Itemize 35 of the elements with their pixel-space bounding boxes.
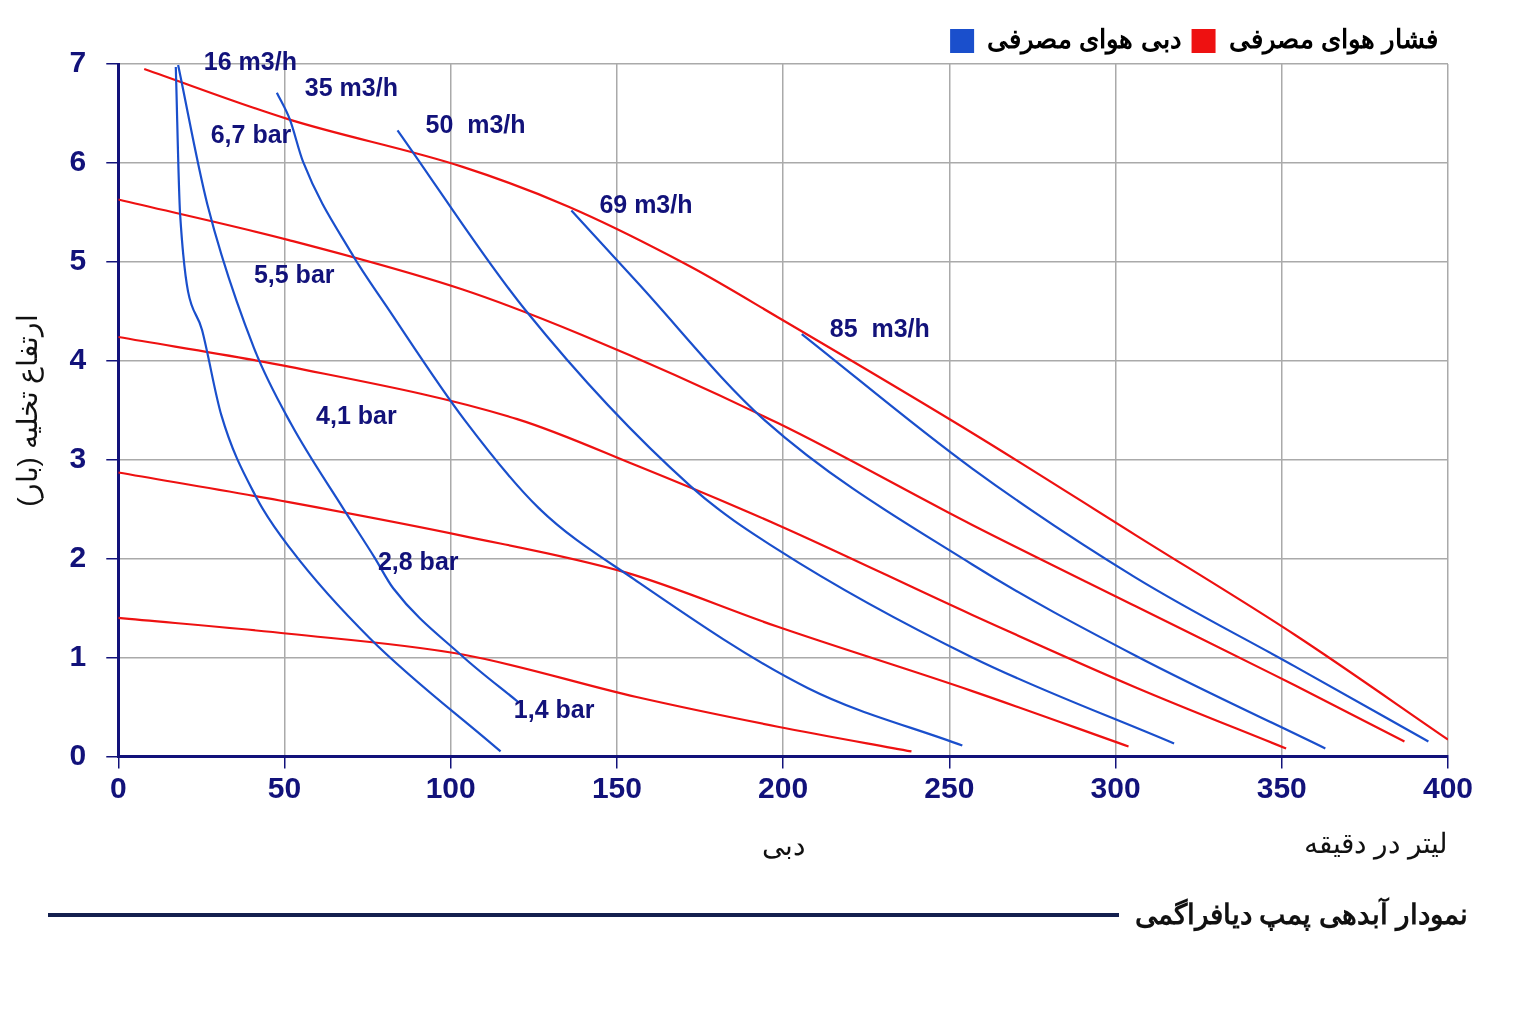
y-tick-label: 7 (69, 45, 87, 79)
x-tick-label: 200 (758, 770, 809, 804)
text: لیتر در دقیقه (1304, 827, 1448, 860)
text: نمودار آبدهی پمپ دیافراگمی (1134, 898, 1468, 931)
legend-label: دبی هوای مصرفی (987, 24, 1182, 56)
annotation: 69 m3/h (599, 190, 693, 219)
x-tick-label: 150 (591, 770, 642, 804)
y-tick-label: 5 (69, 243, 87, 277)
y-tick-label: 2 (69, 539, 87, 573)
annotation: 5,5 bar (253, 260, 335, 289)
y-tick-label: 0 (69, 737, 87, 771)
x-tick-label: 50 (267, 770, 302, 804)
annotation: 35 m3/h (304, 72, 398, 101)
x-tick-label: 350 (1256, 770, 1307, 804)
x-axis-title: دبی (761, 829, 805, 861)
annotation: 85 m3/h (829, 313, 930, 342)
x-tick-label: 300 (1090, 770, 1141, 804)
x-tick-label: 0 (109, 770, 127, 804)
annotation: 6,7 bar (210, 119, 292, 148)
line-series (118, 471, 1130, 748)
y-tick-label: 1 (69, 638, 87, 672)
x-tick-label: 100 (425, 770, 476, 804)
x-tick-label: 400 (1422, 770, 1474, 804)
x-tick-label: 250 (924, 770, 975, 804)
annotation: 2,8 bar (377, 546, 459, 575)
line-series (118, 616, 913, 753)
annotation: 16 m3/h (203, 46, 297, 75)
y-tick-label: 3 (69, 440, 87, 474)
legend-label: فشار هوای مصرفی (1228, 24, 1439, 56)
y-tick-label: 4 (69, 342, 87, 376)
y-tick-label: 6 (69, 144, 87, 178)
annotation: 4,1 bar (316, 400, 397, 429)
annotation: 1,4 bar (513, 695, 595, 724)
annotation: 50 m3/h (425, 110, 526, 139)
y-axis-title: ارتفاع تخلیه (بار) (11, 313, 44, 507)
